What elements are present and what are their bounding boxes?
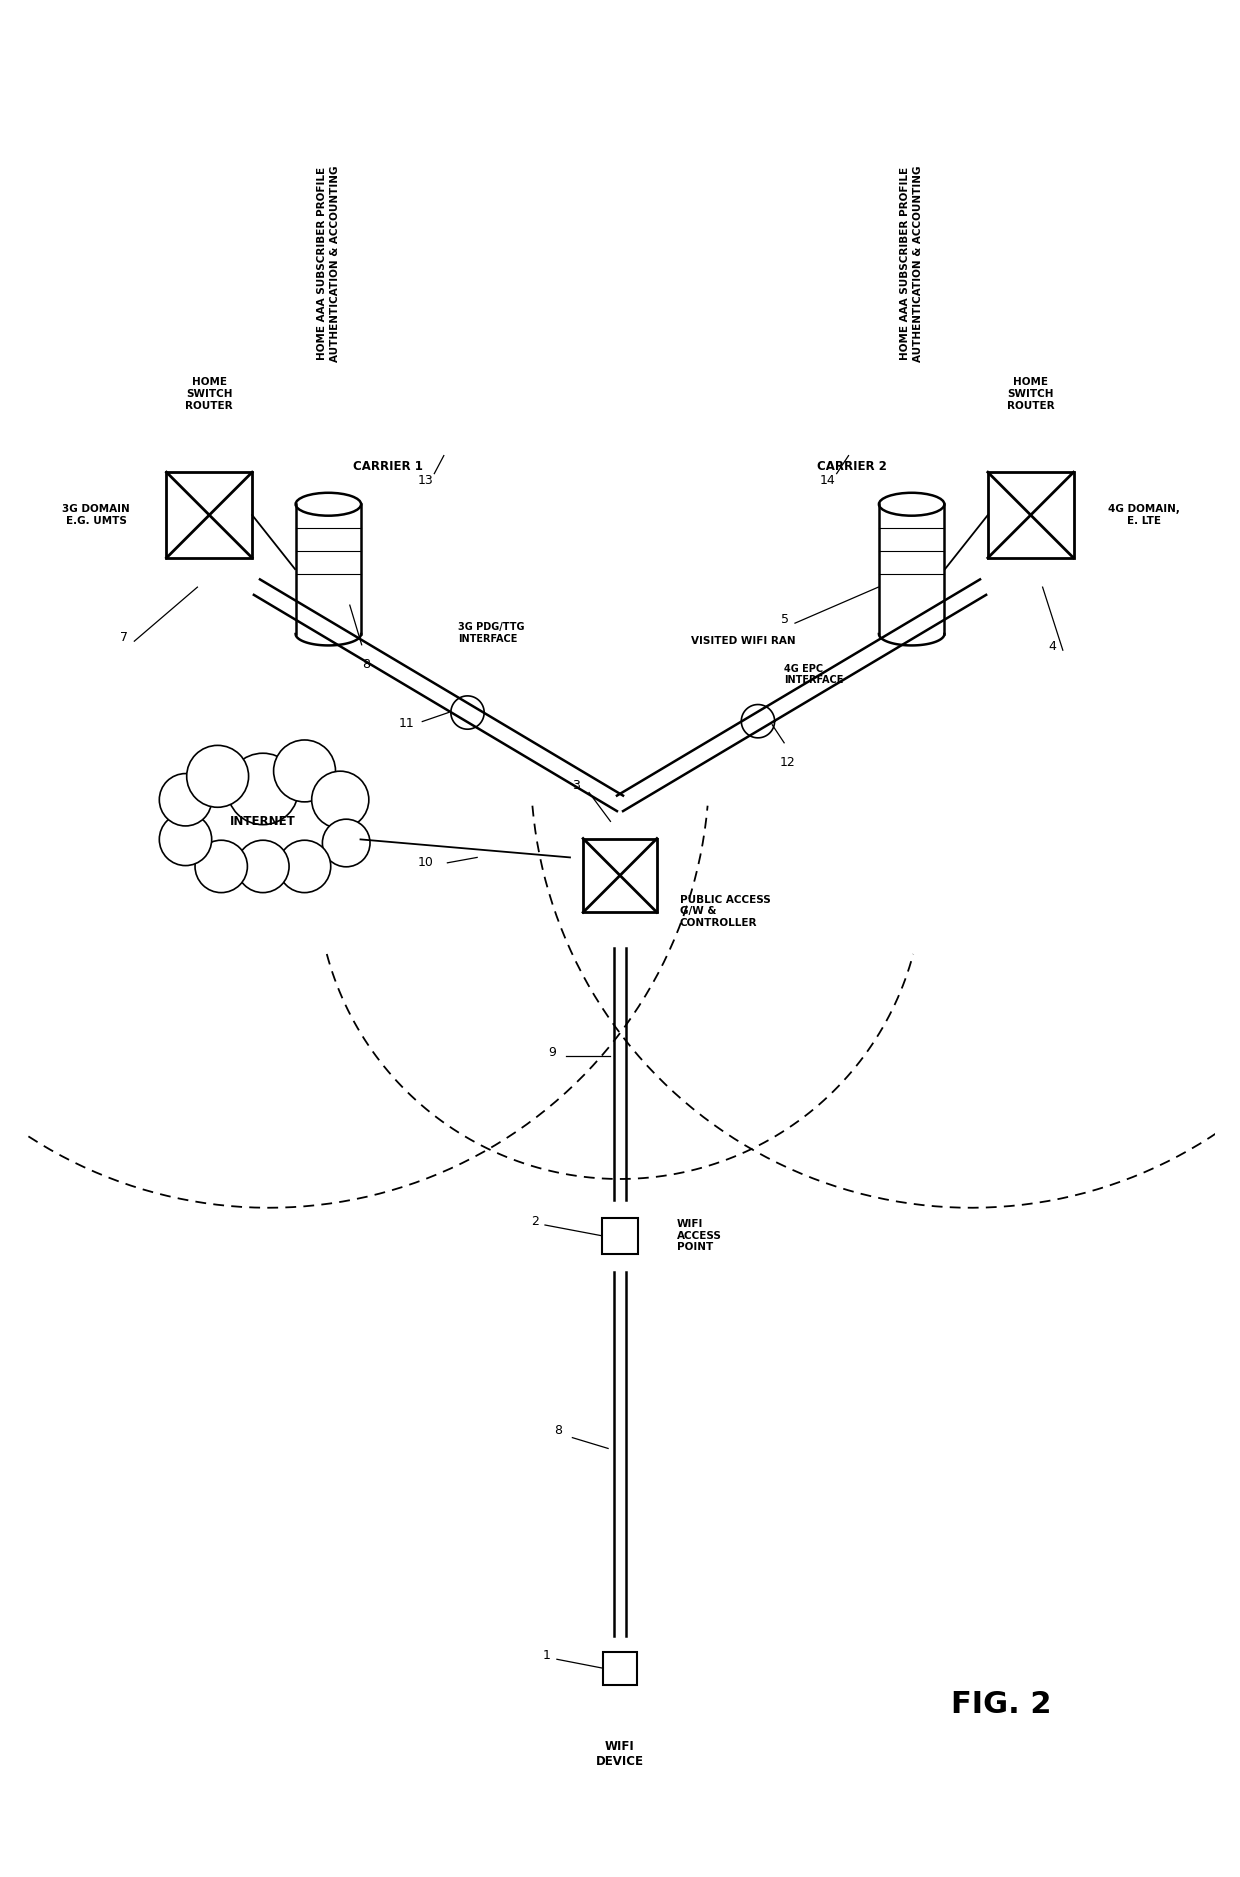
Text: CARRIER 2: CARRIER 2 (817, 460, 887, 473)
Text: 7: 7 (120, 631, 128, 644)
Ellipse shape (159, 773, 212, 826)
Text: 3G PDG/TTG
INTERFACE: 3G PDG/TTG INTERFACE (458, 623, 525, 644)
Text: 2: 2 (531, 1214, 538, 1228)
Text: 5: 5 (781, 614, 789, 627)
Text: 8: 8 (554, 1425, 563, 1438)
Text: 14: 14 (820, 475, 836, 488)
Text: 11: 11 (398, 717, 414, 730)
Bar (603, 1218, 637, 1254)
Text: HOME AAA SUBSCRIBER PROFILE
AUTHENTICATION & ACCOUNTING: HOME AAA SUBSCRIBER PROFILE AUTHENTICATI… (317, 165, 340, 362)
Ellipse shape (237, 841, 289, 893)
Ellipse shape (274, 740, 336, 801)
Ellipse shape (295, 494, 361, 516)
Ellipse shape (195, 841, 248, 893)
Ellipse shape (311, 771, 368, 828)
Text: HOME
SWITCH
ROUTER: HOME SWITCH ROUTER (1007, 377, 1054, 411)
Bar (604, 1652, 636, 1686)
Text: WIFI
ACCESS
POINT: WIFI ACCESS POINT (677, 1220, 722, 1252)
Text: FIG. 2: FIG. 2 (951, 1689, 1052, 1719)
Text: 13: 13 (418, 475, 434, 488)
Ellipse shape (322, 818, 370, 867)
Text: 3G DOMAIN
E.G. UMTS: 3G DOMAIN E.G. UMTS (62, 505, 130, 526)
Text: INTERNET: INTERNET (229, 815, 296, 828)
Text: 12: 12 (780, 756, 795, 770)
Text: VISITED WIFI RAN: VISITED WIFI RAN (692, 636, 796, 646)
Text: 10: 10 (418, 856, 434, 869)
Bar (988, 473, 1074, 557)
Text: WIFI
DEVICE: WIFI DEVICE (596, 1740, 644, 1768)
Bar (583, 839, 657, 912)
Text: 4G EPC
INTERFACE: 4G EPC INTERFACE (784, 664, 843, 685)
Ellipse shape (187, 745, 248, 807)
Ellipse shape (295, 623, 361, 646)
Ellipse shape (159, 813, 212, 865)
Bar (166, 473, 252, 557)
Bar (879, 505, 945, 634)
Text: 1: 1 (543, 1650, 551, 1663)
Ellipse shape (278, 841, 331, 893)
Text: 3: 3 (573, 779, 580, 792)
Ellipse shape (227, 753, 299, 824)
Text: 4: 4 (1049, 640, 1056, 653)
Text: HOME AAA SUBSCRIBER PROFILE
AUTHENTICATION & ACCOUNTING: HOME AAA SUBSCRIBER PROFILE AUTHENTICATI… (900, 165, 923, 362)
Ellipse shape (879, 494, 945, 516)
Text: 8: 8 (362, 659, 370, 672)
Bar (295, 505, 361, 634)
Text: PUBLIC ACCESS
G/W &
CONTROLLER: PUBLIC ACCESS G/W & CONTROLLER (680, 895, 770, 927)
Text: 4G DOMAIN,
E. LTE: 4G DOMAIN, E. LTE (1107, 505, 1179, 526)
Text: HOME
SWITCH
ROUTER: HOME SWITCH ROUTER (186, 377, 233, 411)
Ellipse shape (879, 623, 945, 646)
Text: 9: 9 (548, 1045, 557, 1059)
Text: CARRIER 1: CARRIER 1 (353, 460, 423, 473)
